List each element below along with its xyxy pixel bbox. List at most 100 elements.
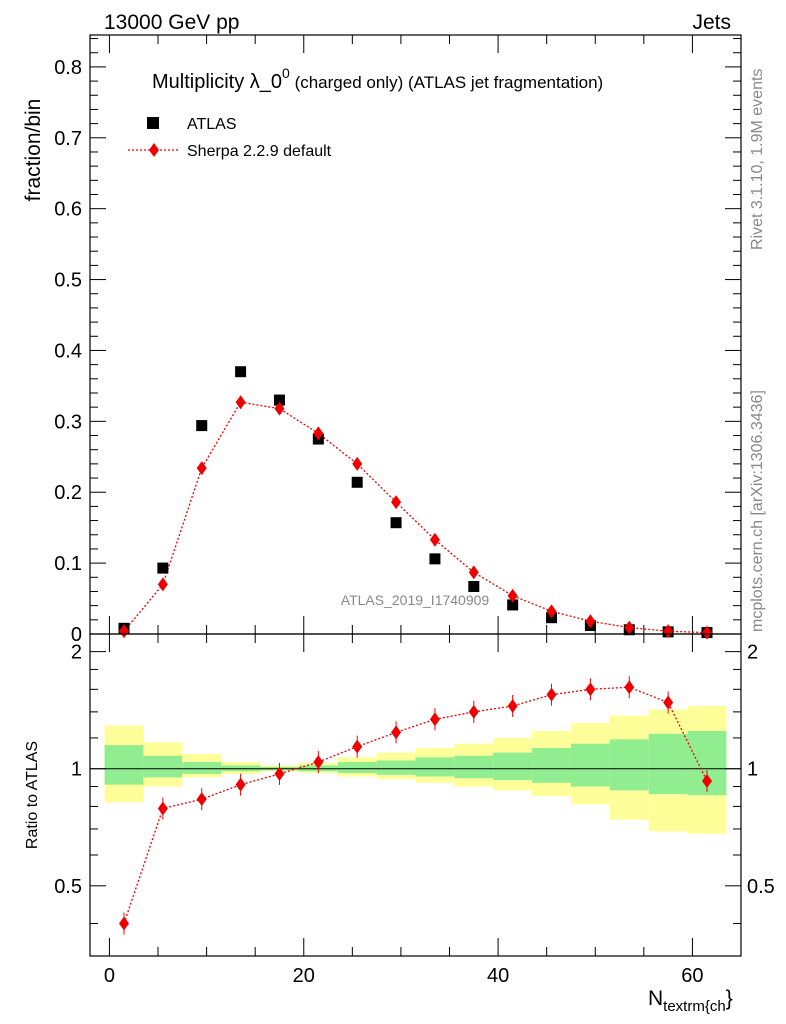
ratio-y-axis-label: Ratio to ATLAS	[24, 741, 41, 849]
chart-title-rest: (charged only) (ATLAS jet fragmentation)	[290, 73, 603, 92]
ratio-sherpa-point	[429, 712, 440, 727]
main-y-tick-label: 0.3	[54, 411, 82, 433]
atlas-data-point	[429, 553, 441, 565]
ratio-y-tick-label-right: 2	[747, 642, 758, 664]
ratio-inner-band	[415, 757, 455, 777]
chart-watermark: ATLAS_2019_I1740909	[341, 592, 490, 608]
ratio-sherpa-point	[391, 725, 402, 740]
sherpa-data-point	[313, 426, 324, 441]
main-sherpa-points	[119, 395, 712, 640]
x-axis-label-subscript: textrm{ch	[663, 998, 726, 1015]
chart-title-superscript: 0	[282, 65, 290, 81]
main-y-tick-label: 0.4	[54, 340, 82, 362]
x-tick-label: 20	[293, 965, 315, 987]
ratio-y-tick-label: 0.5	[54, 876, 82, 898]
sherpa-data-point	[624, 620, 635, 635]
sherpa-data-point	[429, 532, 440, 547]
sherpa-data-point	[585, 614, 596, 629]
sherpa-data-point	[507, 588, 518, 603]
main-sherpa-line	[123, 401, 708, 634]
ratio-inner-band	[454, 755, 494, 779]
sherpa-data-point	[119, 624, 130, 639]
atlas-data-point	[390, 517, 402, 529]
ratio-bands	[104, 705, 727, 834]
ratio-inner-band	[570, 743, 610, 787]
x-tick-label: 0	[104, 965, 115, 987]
side-label-bottom: mcplots.cern.ch [arXiv:1306.3436]	[749, 390, 766, 632]
ratio-y-tick-label-right: 1	[747, 759, 758, 781]
ratio-x-axis: 0 20 40 60	[104, 634, 704, 987]
ratio-y-tick-label: 2	[71, 642, 82, 664]
legend-label-sherpa: Sherpa 2.2.9 default	[187, 143, 332, 160]
ratio-sherpa-point	[701, 773, 712, 788]
sherpa-data-point	[468, 565, 479, 580]
atlas-data-point	[468, 581, 480, 593]
ratio-y-tick-label-right: 0.5	[747, 876, 775, 898]
ratio-inner-band	[104, 745, 144, 785]
ratio-inner-band	[532, 748, 571, 783]
ratio-sherpa-point	[507, 698, 518, 713]
ratio-inner-band	[143, 755, 183, 778]
ratio-sherpa-point	[196, 792, 207, 807]
sherpa-data-point	[274, 401, 285, 416]
ratio-sherpa-point	[274, 766, 285, 781]
main-y-tick-label: 0.1	[54, 553, 82, 575]
ratio-inner-band	[648, 733, 688, 795]
ratio-y-tick-label: 1	[71, 759, 82, 781]
ratio-sherpa-point	[585, 682, 596, 697]
header-left-label: 13000 GeV pp	[104, 11, 239, 34]
ratio-inner-band	[182, 762, 222, 774]
sherpa-data-point	[391, 495, 402, 510]
sherpa-data-point	[235, 395, 246, 410]
ratio-panel: 0.5 0.5 1 1 2 2 0 20 40 60 Ratio to ATLAS Ntextr…	[24, 633, 775, 1015]
legend-label-atlas: ATLAS	[187, 116, 237, 133]
sherpa-curve	[123, 401, 708, 634]
atlas-data-point	[196, 420, 208, 432]
ratio-sherpa-point	[352, 739, 363, 754]
x-axis-label-main: N	[648, 987, 663, 1010]
sherpa-data-point	[546, 604, 557, 619]
ratio-sherpa-point	[546, 687, 557, 702]
main-panel: 0 0.1 0.2 0.3 0.4 0.5 0.6 0.7 0.8 fraction/bin M…	[22, 34, 742, 646]
sherpa-data-point	[663, 624, 674, 639]
legend-marker-sherpa	[149, 143, 159, 157]
x-tick-label: 60	[681, 965, 703, 987]
x-axis-label-tail: }	[726, 987, 733, 1010]
legend: ATLAS Sherpa 2.2.9 default	[128, 116, 332, 160]
chart-title: Multiplicity λ_00 (charged only) (ATLAS …	[152, 65, 603, 93]
ratio-inner-band	[337, 762, 377, 773]
main-x-axis-ticks	[108, 35, 693, 634]
atlas-data-point	[157, 562, 169, 574]
ratio-sherpa-point	[235, 777, 246, 792]
sherpa-data-point	[157, 577, 168, 592]
x-tick-label: 40	[487, 965, 509, 987]
ratio-sherpa-point	[119, 916, 130, 931]
chart-title-main: Multiplicity λ_0	[152, 71, 282, 93]
main-y-tick-label: 0.8	[54, 57, 82, 79]
sherpa-data-point	[701, 625, 712, 640]
ratio-inner-band	[609, 739, 649, 791]
main-y-tick-label: 0	[71, 624, 82, 646]
atlas-data-point	[351, 476, 363, 488]
main-y-tick-label: 0.6	[54, 199, 82, 221]
x-axis-label: Ntextrm{ch}	[648, 987, 733, 1015]
side-label-top: Rivet 3.1.10, 1.9M events	[749, 69, 766, 250]
main-y-tick-label: 0.2	[54, 482, 82, 504]
atlas-data-point	[235, 366, 247, 378]
main-y-tick-label: 0.7	[54, 128, 82, 150]
ratio-sherpa-point	[663, 695, 674, 710]
ratio-sherpa-point	[313, 755, 324, 770]
legend-marker-atlas	[147, 117, 159, 129]
ratio-inner-band	[493, 752, 533, 781]
ratio-y-axis: 0.5 0.5 1 1 2 2	[54, 642, 775, 925]
main-y-axis-label: fraction/bin	[22, 99, 45, 202]
ratio-sherpa-point	[157, 801, 168, 816]
main-y-tick-label: 0.5	[54, 270, 82, 292]
atlas-data-point	[507, 599, 519, 611]
header-right-label: Jets	[692, 11, 731, 34]
atlas-data-point	[273, 394, 285, 406]
ratio-sherpa-points	[119, 676, 712, 935]
sherpa-data-point	[352, 456, 363, 471]
sherpa-data-point	[196, 461, 207, 476]
